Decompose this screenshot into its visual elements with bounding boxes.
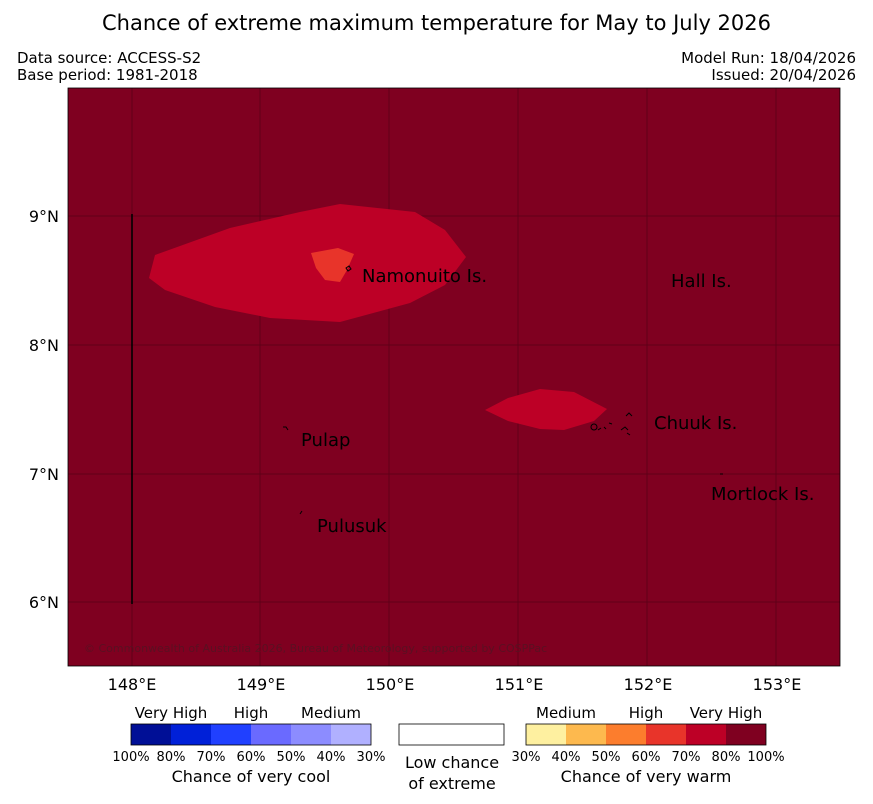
legend-warm-swatches: [525, 723, 767, 746]
contour-80-chuuk: [485, 389, 607, 430]
legend-cool-swatch-4: [251, 724, 291, 745]
island-pulap: [283, 426, 289, 431]
legend-warm-swatch-3: [606, 724, 646, 745]
legend-warm-tick-1: 30%: [512, 750, 541, 765]
issued-text: Issued: 20/04/2026: [711, 66, 856, 84]
legend-cool-tick-6: 40%: [317, 750, 346, 765]
legend-warm-swatch-2: [566, 724, 606, 745]
legend-cool-very-high: Very High: [135, 704, 208, 722]
place-label-namonuito: Namonuito Is.: [362, 266, 487, 287]
meta-right: Model Run: 18/04/2026 Issued: 20/04/2026: [681, 50, 856, 84]
legend-cool-swatch-5: [291, 724, 331, 745]
legend-cool-frame: [130, 723, 372, 746]
legend-warm-tick-4: 60%: [632, 750, 661, 765]
legend-cool-swatches: [130, 723, 372, 746]
legend-cool-tick-2: 80%: [157, 750, 186, 765]
legend-warm-swatch-6: [726, 724, 766, 745]
place-label-pulap: Pulap: [301, 430, 350, 451]
contour-80-namonuito: [149, 204, 466, 322]
island-namonuito: [345, 265, 352, 272]
legend-warm-very-high: Very High: [690, 704, 763, 722]
contour-70-namonuito: [311, 248, 354, 282]
chart-title: Chance of extreme maximum temperature fo…: [101, 11, 771, 35]
legend-warm-swatch-5: [686, 724, 726, 745]
legend-warm-tick-7: 100%: [747, 750, 784, 765]
legend-cool-caption: Chance of very cool: [172, 767, 331, 786]
legend-warm-tick-5: 70%: [672, 750, 701, 765]
island-pulusuk: [299, 510, 303, 515]
lon-label-149e: 149°E: [237, 675, 286, 694]
legend-cool-tick-7: 30%: [357, 750, 386, 765]
legend-warm-high: High: [629, 704, 663, 722]
legend-warm-swatch-1: [526, 724, 566, 745]
legend-low-swatch: [398, 723, 505, 746]
legend-cool-swatch-1: [131, 724, 171, 745]
lat-label-9n: 9°N: [29, 207, 59, 226]
island-chuuk: [590, 412, 633, 436]
copyright-text: © Commonwealth of Australia 2026, Bureau…: [84, 642, 547, 655]
legend-warm-tick-6: 80%: [712, 750, 741, 765]
place-label-hall: Hall Is.: [671, 271, 732, 292]
legend-warm-medium: Medium: [536, 704, 596, 722]
legend-cool-swatch-6: [331, 724, 371, 745]
legend-warm-tick-3: 50%: [592, 750, 621, 765]
legend-cool-medium: Medium: [301, 704, 361, 722]
lon-label-150e: 150°E: [366, 675, 415, 694]
place-label-mortlock: Mortlock Is.: [711, 484, 814, 505]
legend-warm-tick-2: 40%: [552, 750, 581, 765]
legend-warm-frame: [525, 723, 767, 746]
map-background: [68, 88, 840, 666]
lon-label-153e: 153°E: [753, 675, 802, 694]
legend-cool-high: High: [234, 704, 268, 722]
lon-label-148e: 148°E: [108, 675, 157, 694]
legend-cool-tick-5: 50%: [277, 750, 306, 765]
legend-cool-tick-3: 70%: [197, 750, 226, 765]
data-source-text: Data source: ACCESS-S2: [17, 49, 202, 67]
island-outlines: [283, 265, 723, 515]
legend-low-line2: of extreme: [408, 774, 495, 793]
lon-label-152e: 152°E: [624, 675, 673, 694]
lat-label-7n: 7°N: [29, 465, 59, 484]
model-run-text: Model Run: 18/04/2026: [681, 49, 856, 67]
legend-low-line1: Low chance: [405, 753, 499, 772]
legend-cool-tick-4: 60%: [237, 750, 266, 765]
legend-cool-swatch-2: [171, 724, 211, 745]
lon-label-151e: 151°E: [495, 675, 544, 694]
legend-warm-caption: Chance of very warm: [561, 767, 732, 786]
meta-left: Data source: ACCESS-S2 Base period: 1981…: [17, 50, 201, 84]
place-label-chuuk: Chuuk Is.: [654, 413, 737, 434]
legend-warm-swatch-4: [646, 724, 686, 745]
legend-cool-tick-1: 100%: [112, 750, 149, 765]
base-period-text: Base period: 1981-2018: [17, 66, 198, 84]
lat-label-8n: 8°N: [29, 336, 59, 355]
lat-label-6n: 6°N: [29, 593, 59, 612]
map-frame: [67, 87, 841, 667]
legend-cool-swatch-3: [211, 724, 251, 745]
place-label-pulusuk: Pulusuk: [317, 516, 387, 537]
